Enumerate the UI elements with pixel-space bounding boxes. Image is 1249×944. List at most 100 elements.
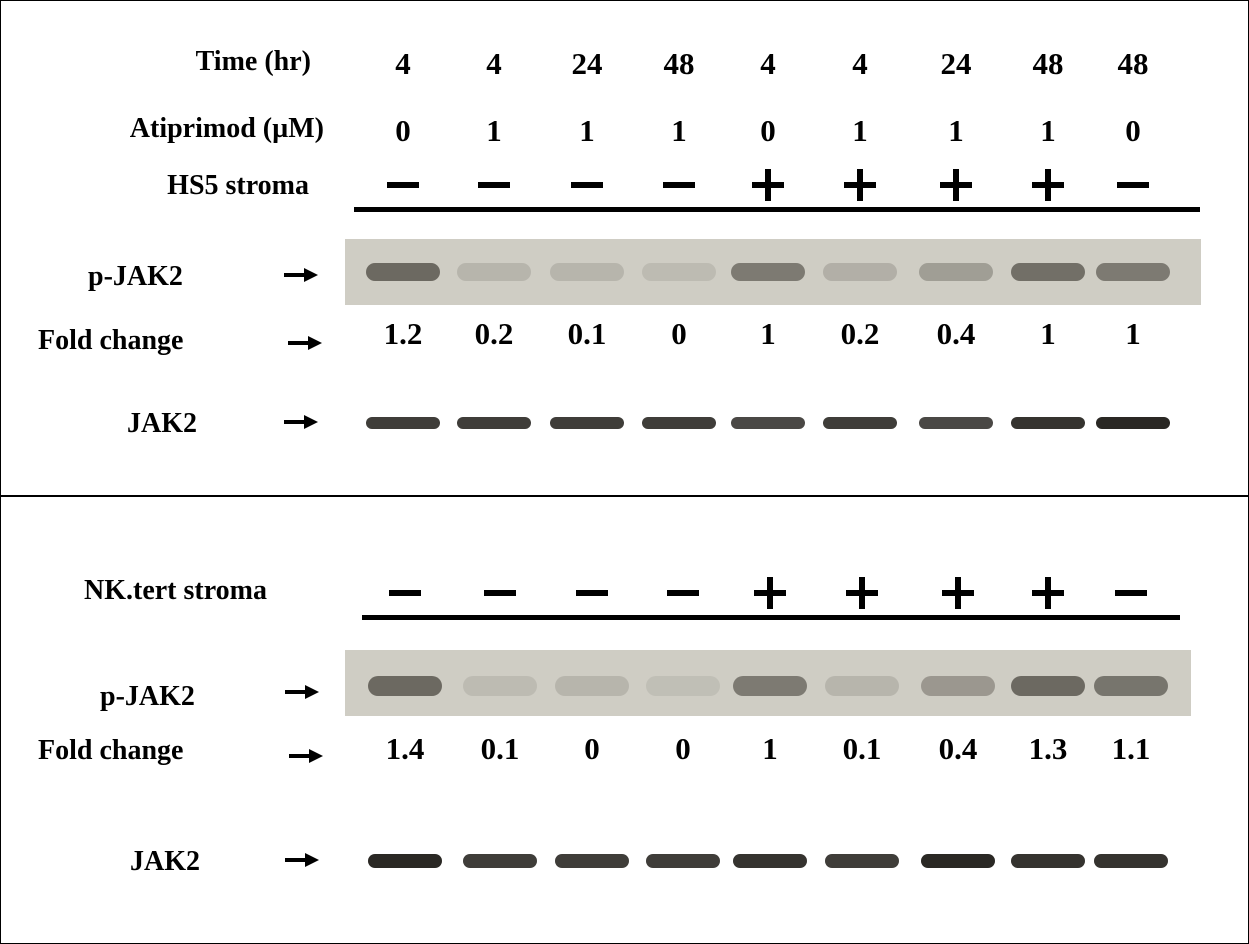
fold-change-value-bottom-lane-2: 0.1 [480,731,520,766]
jak2-gel-blot-bottom [368,854,1168,868]
fold-change-value-lane-2: 0.2 [474,316,514,351]
fold-change-label: Fold change [38,325,184,356]
fold-change-value-lane-9: 1 [1125,316,1141,351]
fold-change-value-bottom-lane-1: 1.4 [385,731,425,766]
time-value-lane-8: 48 [1032,46,1064,81]
atiprimod-value-lane-1: 0 [395,113,411,148]
pjak2-arrow-icon [284,268,318,282]
minus-icon [1117,182,1149,188]
jak2-label: JAK2 [127,408,197,439]
time-row-label: Time (hr) [195,46,311,77]
plus-icon [1032,169,1064,201]
atiprimod-value-lane-8: 1 [1040,113,1056,148]
jak2-arrow-icon [284,415,318,429]
plus-icon [844,169,876,201]
minus-icon [389,590,421,596]
jak2-gel-band-lane-9 [1096,417,1170,429]
fold-change-value-lane-1: 1.2 [383,316,423,351]
jak2-gel-band-lane-7 [919,417,993,429]
time-value-lane-5: 4 [760,46,776,81]
jak2-gel-band-lane-5 [731,417,805,429]
lane-header-rule-bottom [362,615,1180,620]
time-value-lane-9: 48 [1117,46,1149,81]
atiprimod-row-label: Atiprimod (µM) [129,113,324,144]
plus-icon [752,169,784,201]
time-value-lane-6: 4 [852,46,868,81]
minus-icon [576,590,608,596]
minus-icon [663,182,695,188]
jak2-gel-bottom-band-lane-2 [463,854,537,868]
pjak2-gel-band-lane-9 [1096,263,1170,281]
fold-change-value-lane-8: 1 [1040,316,1056,351]
jak2-gel-bottom-band-lane-1 [368,854,442,868]
jak2-gel-bottom-band-lane-8 [1011,854,1085,868]
fold-change-value-lane-4: 0 [671,316,687,351]
minus-icon [478,182,510,188]
jak2-gel-band-lane-4 [642,417,716,429]
pjak2-label-bottom: p-JAK2 [100,681,195,712]
fold-change-arrow-icon [288,336,322,350]
jak2-gel-bottom-band-lane-6 [825,854,899,868]
pjak2-gel-bottom-band-lane-3 [555,676,629,696]
fold-change-value-lane-6: 0.2 [840,316,880,351]
fold-change-value-bottom-lane-9: 1.1 [1111,731,1151,766]
atiprimod-value-lane-9: 0 [1125,113,1141,148]
jak2-gel-band-lane-3 [550,417,624,429]
pjak2-gel-bottom-band-lane-1 [368,676,442,696]
minus-icon [484,590,516,596]
time-value-lane-7: 24 [940,46,972,81]
fold-change-value-bottom-lane-7: 0.4 [938,731,978,766]
jak2-gel-bottom-band-lane-3 [555,854,629,868]
lane-header-rule [354,207,1200,212]
pjak2-gel-band-lane-7 [919,263,993,281]
pjak2-gel-bottom-band-lane-6 [825,676,899,696]
jak2-label-bottom: JAK2 [130,846,200,877]
time-value-lane-4: 48 [663,46,695,81]
fold-change-value-bottom-lane-3: 0 [584,731,600,766]
atiprimod-value-lane-7: 1 [948,113,964,148]
atiprimod-value-lane-5: 0 [760,113,776,148]
fold-change-label-bottom: Fold change [38,735,184,766]
jak2-gel-band-lane-2 [457,417,531,429]
pjak2-gel-band-lane-6 [823,263,897,281]
pjak2-label: p-JAK2 [88,261,183,292]
minus-icon [667,590,699,596]
jak2-gel-blot [366,417,1170,429]
jak2-gel-band-lane-8 [1011,417,1085,429]
fold-change-value-bottom-lane-8: 1.3 [1028,731,1068,766]
plus-icon [846,577,878,609]
pjak2-gel-band-lane-4 [642,263,716,281]
plus-icon [940,169,972,201]
pjak2-gel-bottom-band-lane-2 [463,676,537,696]
pjak2-gel-bottom-band-lane-7 [921,676,995,696]
plus-icon [1032,577,1064,609]
time-value-lane-2: 4 [486,46,502,81]
jak2-gel-band-lane-6 [823,417,897,429]
minus-icon [571,182,603,188]
panel-divider [0,495,1249,497]
fold-change-value-bottom-lane-4: 0 [675,731,691,766]
fold-change-value-lane-7: 0.4 [936,316,976,351]
plus-icon [942,577,974,609]
pjak2-gel-blot-bottom [345,650,1191,716]
fold-change-value-bottom-lane-6: 0.1 [842,731,882,766]
fold-change-value-lane-3: 0.1 [567,316,607,351]
pjak2-gel-band-lane-5 [731,263,805,281]
pjak2-gel-bottom-band-lane-9 [1094,676,1168,696]
jak2-gel-bottom-band-lane-7 [921,854,995,868]
nktert-stroma-row-label: NK.tert stroma [84,575,267,606]
jak2-gel-bottom-band-lane-5 [733,854,807,868]
pjak2-arrow-icon-bottom [285,685,319,699]
time-value-lane-3: 24 [571,46,603,81]
pjak2-gel-band-lane-2 [457,263,531,281]
pjak2-gel-bottom-band-lane-8 [1011,676,1085,696]
plus-icon [754,577,786,609]
pjak2-gel-blot [345,239,1201,305]
fold-change-value-bottom-lane-5: 1 [762,731,778,766]
pjak2-gel-bottom-band-lane-5 [733,676,807,696]
atiprimod-value-lane-3: 1 [579,113,595,148]
pjak2-gel-band-lane-3 [550,263,624,281]
pjak2-gel-band-lane-1 [366,263,440,281]
jak2-gel-bottom-band-lane-9 [1094,854,1168,868]
pjak2-gel-bottom-band-lane-4 [646,676,720,696]
